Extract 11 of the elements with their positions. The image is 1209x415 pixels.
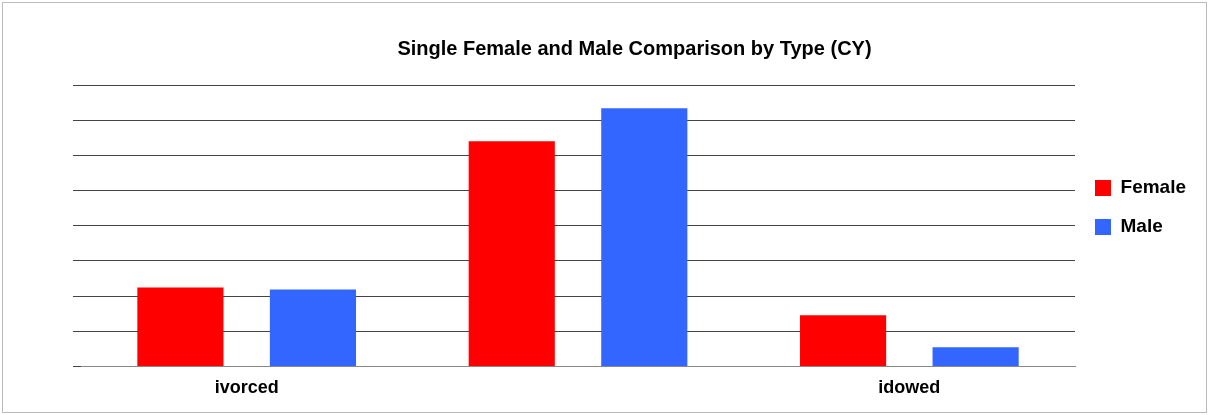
x-tick-label: idowed — [878, 377, 941, 398]
bar — [800, 315, 887, 366]
bar — [468, 141, 555, 366]
x-tick-label: ivorced — [214, 377, 279, 398]
legend-label: Female — [1120, 176, 1186, 198]
chart-title: Single Female and Male Comparison by Type (CY) — [397, 36, 872, 59]
bar — [137, 287, 224, 366]
bar — [601, 108, 688, 366]
legend-label: Male — [1120, 215, 1163, 237]
bar — [932, 347, 1019, 366]
bar — [269, 289, 357, 366]
